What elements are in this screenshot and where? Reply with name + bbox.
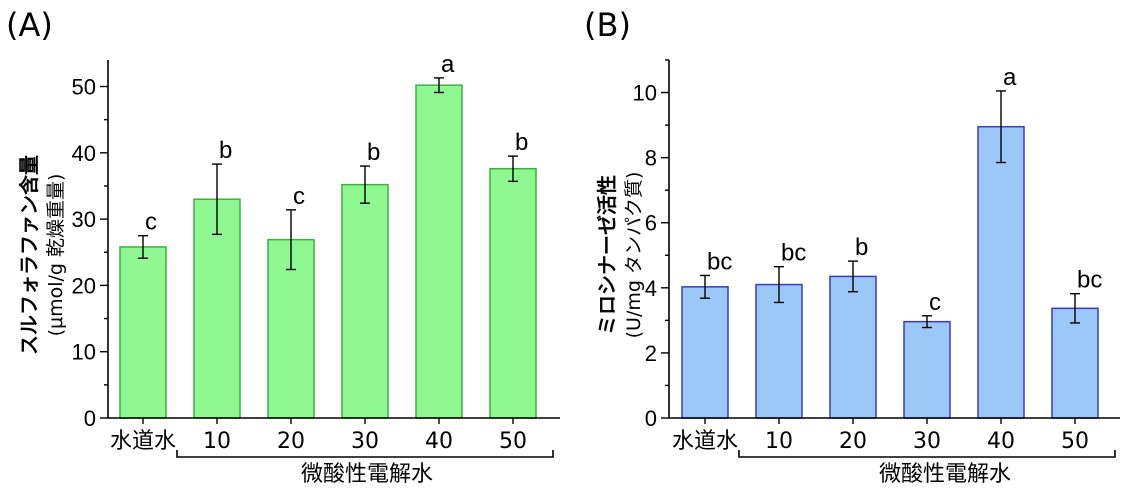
panel-b-significance-label: bc	[781, 240, 806, 267]
panel-b-ylabel-line1: ミロシナーゼ活性	[595, 175, 619, 335]
panel-b-significance-label: b	[855, 234, 868, 261]
panel-b-bar	[977, 125, 1025, 419]
panel-a-x-tick-label: 20	[277, 429, 305, 454]
panel-b-bar	[681, 286, 729, 419]
panel-a-significance-label: b	[367, 139, 380, 166]
panel-a-significance-label: a	[441, 51, 455, 78]
panel-a-bar	[193, 198, 241, 419]
panel-a-ylabel-line1: スルフォラファン含量	[17, 155, 41, 355]
panel-b-bar	[903, 320, 951, 419]
panel-a-group-label: 微酸性電解水	[301, 462, 433, 487]
panel-a-x-tick-label: 水道水	[110, 429, 176, 454]
panel-b-y-tick-label: 8	[645, 146, 657, 171]
panel-b-x-tick-label: 50	[1061, 429, 1089, 454]
panel-a-bar	[415, 84, 463, 419]
panel-b-x-tick-label: 水道水	[672, 429, 738, 454]
panel-b: (B) ミロシナーゼ活性 (U/mg タンパク質) bc水道水bc10b20c3…	[584, 6, 1120, 487]
panel-a-significance-label: c	[145, 209, 157, 236]
panel-a-label: (A)	[6, 6, 53, 44]
panel-a-plot: c 水道水 b 10 c 20 b 30 a 40 b 50 0 10 20 30 40 50	[72, 51, 560, 458]
panel-a-group-bracket	[176, 450, 554, 458]
panel-b-group-bracket	[738, 450, 1116, 458]
panel-b-y-tick-label: 4	[645, 276, 657, 301]
panel-b-y-tick-label: 2	[645, 341, 657, 366]
panel-a-y-tick-label: 20	[72, 273, 96, 298]
panel-a-x-tick-label: 30	[351, 429, 379, 454]
panel-a-y-tick-label: 50	[72, 75, 96, 100]
panel-b-significance-label: a	[1003, 64, 1017, 91]
panel-a-x-tick-label: 40	[425, 429, 453, 454]
panel-a-bar	[489, 167, 537, 419]
panel-b-significance-label: bc	[1077, 267, 1102, 294]
panel-a-y-tick-label: 10	[72, 340, 96, 365]
panel-a-bar	[119, 246, 167, 419]
panel-b-bar	[1051, 307, 1099, 419]
panel-b-x-tick-label: 30	[913, 429, 941, 454]
panel-b-y-tick-label: 0	[645, 406, 657, 431]
panel-a-y-tick-label: 30	[72, 207, 96, 232]
panel-b-y-tick-label: 6	[645, 211, 657, 236]
panel-a-significance-label: b	[515, 129, 528, 156]
panel-a-bar	[341, 183, 389, 419]
panel-b-x-tick-label: 20	[839, 429, 867, 454]
panel-b-significance-label: c	[929, 289, 941, 316]
panel-a-y-tick-label: 40	[72, 141, 96, 166]
panel-a: (A) スルフォラファン含量 (μmol/g 乾燥重量) c 水道水 b 10 c 20 b…	[6, 6, 560, 487]
panel-b-plot: bc 水道水 bc 10 b 20 c 30 a 40 bc 50 0 2 4 6 8 10	[633, 59, 1120, 458]
panel-a-ylabel-line2: (μmol/g 乾燥重量)	[45, 174, 67, 337]
panel-a-significance-label: c	[293, 183, 305, 210]
panel-b-bar	[829, 275, 877, 419]
panel-a-x-tick-label: 50	[499, 429, 527, 454]
panel-b-bar	[755, 283, 803, 419]
panel-a-x-tick-label: 10	[203, 429, 231, 454]
panel-b-ylabel-line2: (U/mg タンパク質)	[623, 172, 645, 339]
panel-b-label: (B)	[584, 6, 631, 44]
panel-a-y-tick-label: 0	[84, 406, 96, 431]
panel-b-x-tick-label: 10	[765, 429, 793, 454]
panel-b-y-tick-label: 10	[633, 81, 657, 106]
panel-b-significance-label: bc	[707, 248, 732, 275]
panel-b-x-tick-label: 40	[987, 429, 1015, 454]
panel-a-significance-label: b	[219, 137, 232, 164]
panel-b-group-label: 微酸性電解水	[879, 462, 1011, 487]
